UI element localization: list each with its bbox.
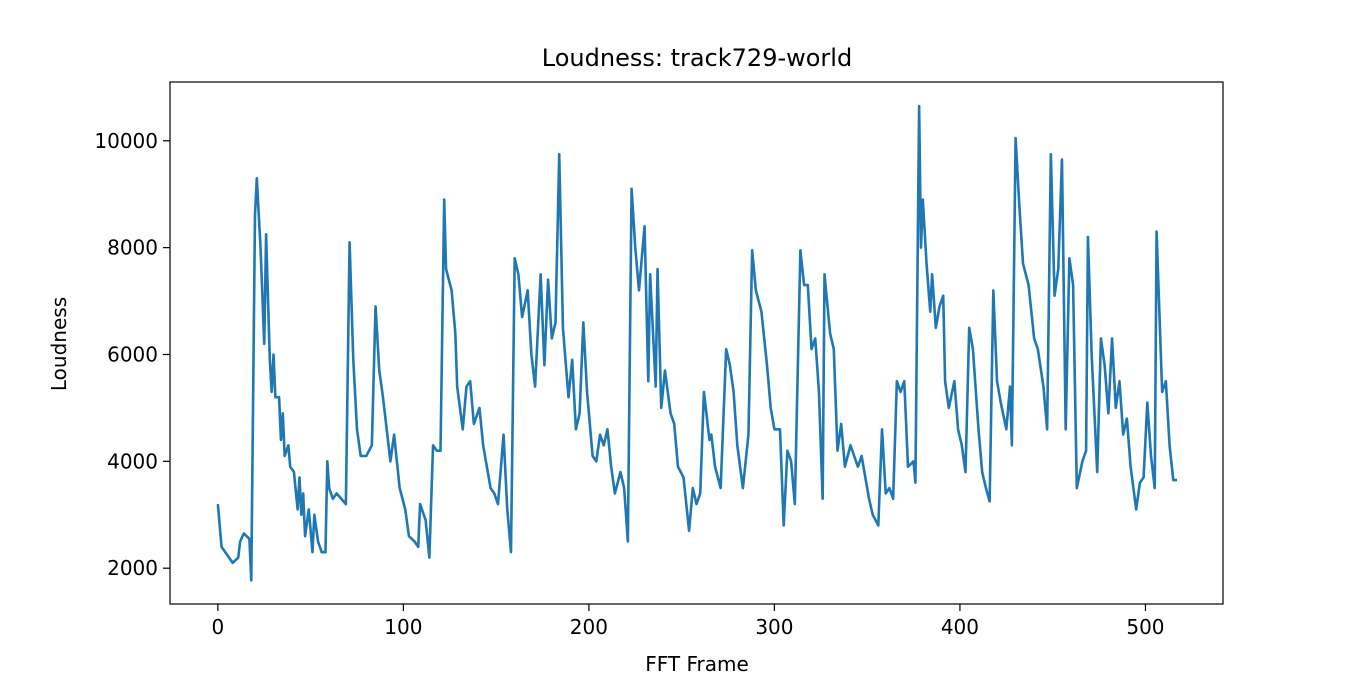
data-line [216, 104, 1177, 582]
x-tick-label: 400 [941, 615, 979, 639]
x-tick-label: 0 [211, 615, 224, 639]
x-tick-label: 300 [755, 615, 793, 639]
x-tick-label: 200 [570, 615, 608, 639]
y-tick-label: 2000 [107, 556, 158, 580]
y-tick-label: 8000 [107, 236, 158, 260]
y-axis-label: Loudness [47, 297, 71, 391]
plot-frame [169, 81, 1224, 605]
y-tick-label: 4000 [107, 449, 158, 473]
y-tick-label: 6000 [107, 342, 158, 366]
x-axis-label: FFT Frame [645, 652, 749, 676]
x-tick-label: 100 [384, 615, 422, 639]
chart-title: Loudness: track729-world [542, 44, 852, 72]
y-tick-label: 10000 [94, 129, 158, 153]
x-tick-label: 500 [1126, 615, 1164, 639]
